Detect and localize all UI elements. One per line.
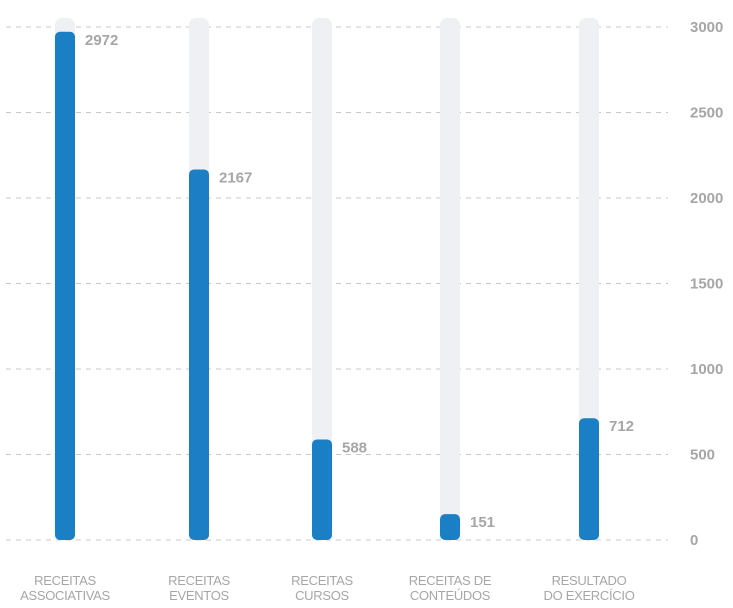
y-tick-label: 3000 [690,19,723,36]
x-category-label: RECEITAS DE CONTEÚDOS [390,573,510,603]
x-category-line: DO EXERCÍCIO [543,588,635,603]
bar-track [579,18,599,540]
bars: 2972 2167 588 151 712 [55,18,634,541]
bar [189,169,209,540]
y-tick-label: 2000 [690,190,723,207]
y-axis: 0 500 1000 1500 2000 2500 3000 [690,19,723,549]
x-category-line: CONTEÚDOS [409,588,491,603]
y-tick-label: 1000 [690,361,723,378]
x-category-label: RECEITAS EVENTOS [139,573,259,603]
x-category-line: RECEITAS [291,573,353,588]
y-tick-label: 2500 [690,105,723,122]
x-category-label: RECEITAS ASSOCIATIVAS [5,573,125,603]
bar [55,31,75,541]
x-category-line: RESULTADO [551,573,627,588]
x-category-label: RESULTADO DO EXERCÍCIO [529,573,649,603]
bar-track [312,18,332,540]
x-category-line: ASSOCIATIVAS [20,588,110,603]
data-label: 588 [342,439,367,456]
gridlines [6,26,668,541]
x-category-line: RECEITAS [168,573,230,588]
y-tick-label: 500 [690,447,715,464]
x-category-line: RECEITAS [34,573,96,588]
data-label: 151 [470,514,495,531]
y-tick-label: 0 [690,532,698,549]
bar [312,439,332,540]
x-category-line: CURSOS [295,588,349,603]
data-label: 2167 [219,169,252,186]
bar [579,418,599,540]
bar-track [440,18,460,540]
x-category-label: RECEITAS CURSOS [262,573,382,603]
x-category-line: EVENTOS [169,588,229,603]
y-tick-label: 1500 [690,276,723,293]
x-category-line: RECEITAS DE [408,573,492,588]
data-label: 712 [609,418,634,435]
data-label: 2972 [85,32,118,49]
bar [440,514,460,540]
